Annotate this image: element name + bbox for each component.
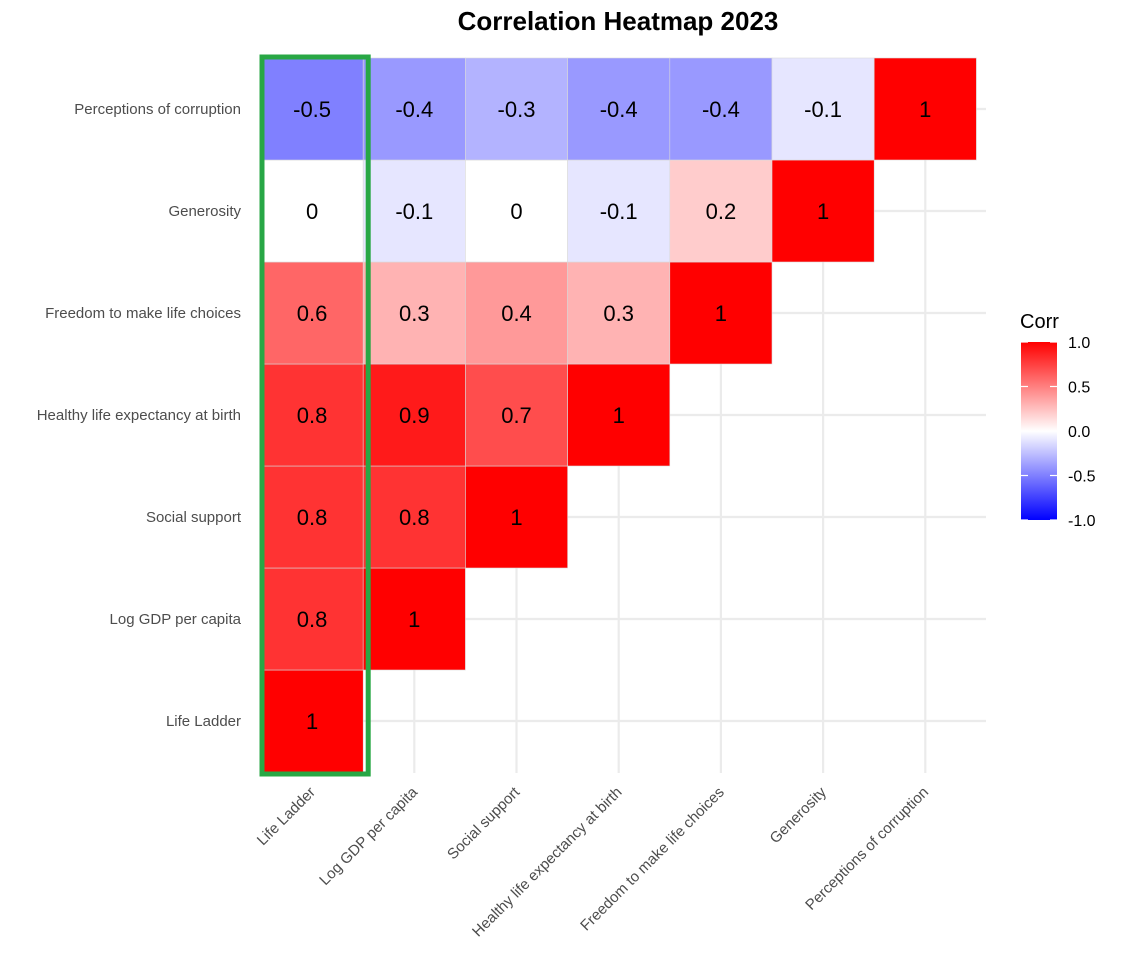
heatmap-cells — [260, 57, 977, 773]
cell-value-label: 0.4 — [501, 301, 532, 326]
heatmap-cell — [465, 57, 568, 161]
cell-value-label: 0.8 — [399, 505, 430, 530]
heatmap-cell — [362, 363, 466, 467]
cell-value-label: -0.4 — [395, 97, 433, 122]
cell-value-label: 1 — [408, 607, 420, 632]
cell-value-label: -0.1 — [395, 199, 433, 224]
heatmap-cell — [465, 363, 568, 467]
heatmap-cell — [669, 261, 773, 365]
heatmap-cell — [567, 363, 671, 467]
x-tick-label: Log GDP per capita — [316, 783, 421, 888]
cell-value-label: -0.3 — [498, 97, 536, 122]
legend-tick-label: 0.0 — [1068, 424, 1090, 441]
heatmap-cell — [465, 261, 568, 365]
y-tick-label: Generosity — [168, 203, 241, 220]
x-tick-label: Generosity — [767, 783, 831, 847]
legend-tick-label: 0.5 — [1068, 380, 1090, 397]
y-tick-label: Healthy life expectancy at birth — [37, 407, 241, 424]
cell-value-label: 0.8 — [297, 505, 328, 530]
heatmap-cell — [362, 261, 466, 365]
legend-tick-label: -1.0 — [1068, 513, 1096, 530]
heatmap-cell — [362, 567, 466, 671]
cell-value-label: 0 — [510, 199, 522, 224]
cell-value-label: 0.7 — [501, 403, 532, 428]
cell-value-label: 0.9 — [399, 403, 430, 428]
heatmap-cell — [260, 261, 364, 365]
x-tick-label: Life Ladder — [254, 784, 319, 849]
heatmap-cell — [567, 261, 671, 365]
cell-labels: 1 0.8 0.8 0.8 0.6 0 -0.5 1 0.8 0.9 0.3 -0.1 -0.4 1 0.7… — [293, 97, 931, 734]
cell-value-label: 1 — [510, 505, 522, 530]
y-tick-label: Freedom to make life choices — [45, 305, 241, 322]
y-tick-label: Social support — [146, 509, 242, 526]
cell-value-label: 1 — [306, 709, 318, 734]
cell-value-label: -0.4 — [702, 97, 740, 122]
heatmap-cell — [771, 57, 875, 161]
heatmap-cell — [362, 57, 466, 161]
y-tick-label: Log GDP per capita — [110, 611, 242, 628]
cell-value-label: 1 — [919, 97, 931, 122]
legend: Corr 1.0 0.5 0.0 -0.5 -1.0 — [1020, 311, 1096, 530]
cell-value-label: 0.3 — [603, 301, 634, 326]
heatmap-cell — [567, 159, 671, 263]
heatmap-cell — [465, 159, 568, 263]
legend-tick-label: 1.0 — [1068, 335, 1090, 352]
y-axis: Life Ladder Log GDP per capita Social supp… — [37, 101, 242, 730]
cell-value-label: 1 — [715, 301, 727, 326]
cell-value-label: -0.4 — [600, 97, 638, 122]
heatmap-cell — [362, 159, 466, 263]
x-tick-label: Social support — [444, 783, 524, 863]
highlight-box — [259, 54, 371, 777]
cell-value-label: 0.2 — [706, 199, 737, 224]
heatmap-cell — [362, 465, 466, 569]
cell-value-label: 0.6 — [297, 301, 328, 326]
cell-value-label: -0.1 — [600, 199, 638, 224]
cell-value-label: 0 — [306, 199, 318, 224]
cell-value-label: -0.5 — [293, 97, 331, 122]
cell-value-label: 0.3 — [399, 301, 430, 326]
legend-title: Corr — [1020, 311, 1059, 333]
heatmap-cell — [873, 57, 977, 161]
heatmap-cell — [260, 465, 364, 569]
legend-tick-label: -0.5 — [1068, 469, 1096, 486]
heatmap-cell — [260, 669, 364, 773]
cell-value-label: -0.1 — [804, 97, 842, 122]
cell-value-label: 0.8 — [297, 607, 328, 632]
heatmap-cell — [260, 57, 364, 161]
cell-value-label: 1 — [613, 403, 625, 428]
cell-value-label: 1 — [817, 199, 829, 224]
chart-title: Correlation Heatmap 2023 — [458, 6, 779, 36]
heatmap-cell — [669, 57, 773, 161]
column-highlight — [259, 54, 371, 777]
cell-value-label: 0.8 — [297, 403, 328, 428]
y-tick-label: Life Ladder — [166, 713, 241, 730]
y-tick-label: Perceptions of corruption — [74, 101, 241, 118]
heatmap-cell — [465, 465, 568, 569]
heatmap-cell — [669, 159, 773, 263]
heatmap-cell — [567, 57, 671, 161]
heatmap-cell — [771, 159, 875, 263]
